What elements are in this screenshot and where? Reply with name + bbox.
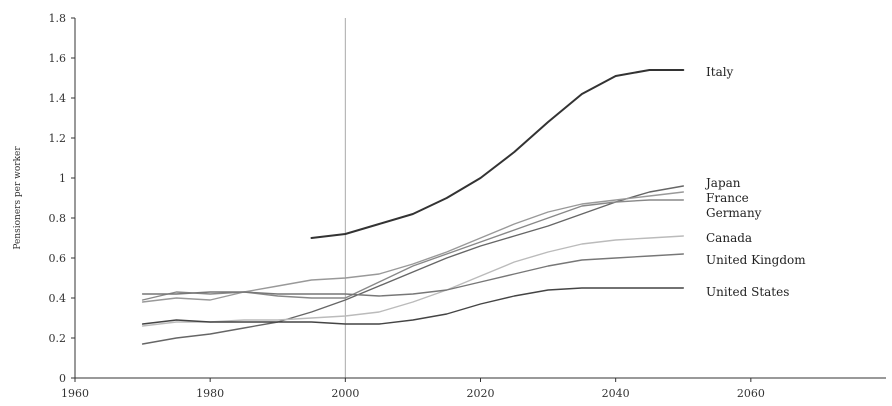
y-axis-label: Pensioners per worker — [13, 146, 23, 250]
series-label-united-kingdom: United Kingdom — [706, 253, 806, 267]
y-tick-label: 1.2 — [49, 132, 67, 145]
x-tick-label: 2020 — [467, 387, 495, 400]
y-tick-label: 0.8 — [49, 212, 67, 225]
y-tick-label: 1.8 — [49, 12, 67, 25]
axes — [74, 18, 886, 379]
x-tick-label: 1980 — [196, 387, 224, 400]
series-label-united-states: United States — [706, 285, 789, 299]
series-line-japan — [141, 185, 684, 345]
series-line-france — [141, 191, 684, 303]
x-tick-label: 2000 — [331, 387, 359, 400]
y-tick-label: 1 — [59, 172, 66, 185]
series-line-canada — [141, 235, 684, 327]
y-tick-labels: 0 0.2 0.4 0.6 0.8 1 1.2 1.4 1.6 1.8 — [49, 12, 75, 385]
series-label-france: France — [706, 191, 749, 205]
x-tick-label: 1960 — [61, 387, 89, 400]
series-line-united-states — [141, 287, 684, 325]
series-lines — [141, 69, 685, 345]
y-tick-label: 0 — [59, 372, 66, 385]
x-tick-labels: 1960 1980 2000 2020 2040 2060 — [61, 378, 765, 400]
series-label-germany: Germany — [706, 206, 762, 220]
series-line-italy — [310, 69, 685, 239]
x-tick-label: 2060 — [737, 387, 765, 400]
y-tick-label: 0.6 — [49, 252, 67, 265]
series-label-canada: Canada — [706, 231, 752, 245]
y-tick-label: 1.6 — [49, 52, 67, 65]
x-tick-label: 2040 — [602, 387, 630, 400]
y-tick-label: 1.4 — [49, 92, 67, 105]
y-tick-label: 0.4 — [49, 292, 67, 305]
y-tick-label: 0.2 — [49, 332, 67, 345]
series-label-italy: Italy — [706, 65, 734, 79]
series-label-japan: Japan — [704, 176, 741, 190]
series-line-united-kingdom — [141, 253, 684, 297]
